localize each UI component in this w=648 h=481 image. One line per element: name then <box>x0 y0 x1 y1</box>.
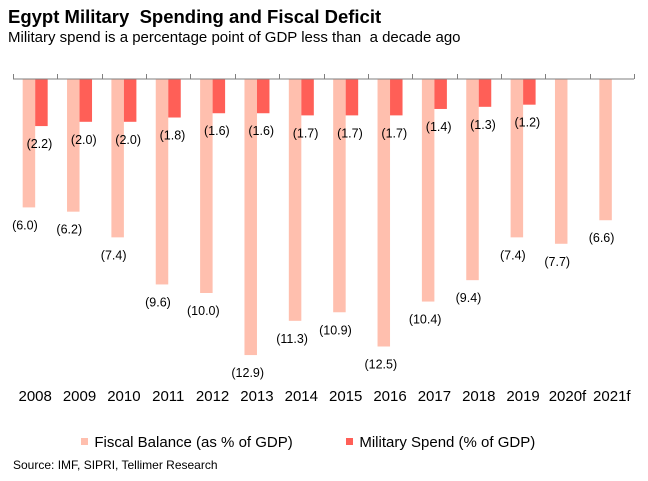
data-label-military-spend: (1.6) <box>248 124 274 138</box>
bar-fiscal-balance <box>22 79 36 208</box>
bar-fiscal-balance <box>599 79 612 221</box>
bar-fiscal-balance <box>421 79 435 302</box>
data-label-military-spend: (2.2) <box>27 137 53 151</box>
bar-fiscal-balance <box>510 79 524 238</box>
bar-fiscal-balance <box>111 79 124 238</box>
data-label-military-spend: (1.7) <box>337 126 363 140</box>
data-label-fiscal-balance: (6.2) <box>56 223 82 237</box>
data-label-military-spend: (1.8) <box>160 129 186 143</box>
x-tick-label: 2014 <box>285 388 318 405</box>
bar-military-spend <box>212 79 226 114</box>
bar-military-spend <box>478 79 492 107</box>
bar-military-spend <box>256 79 270 114</box>
data-label-fiscal-balance: (7.4) <box>500 248 526 262</box>
data-label-fiscal-balance: (6.6) <box>589 231 615 245</box>
data-label-fiscal-balance: (7.4) <box>101 248 127 262</box>
bar-fiscal-balance <box>155 79 169 285</box>
x-tick-label: 2016 <box>373 388 406 405</box>
bar-fiscal-balance <box>67 79 80 212</box>
bar-military-spend <box>123 79 137 122</box>
x-tick-label: 2018 <box>462 388 495 405</box>
data-label-fiscal-balance: (10.4) <box>409 313 442 327</box>
data-label-military-spend: (1.6) <box>204 124 230 138</box>
bar-fiscal-balance <box>377 79 391 347</box>
bar-military-spend <box>345 79 359 116</box>
data-label-fiscal-balance: (12.9) <box>231 366 264 380</box>
source-note: Source: IMF, SIPRI, Tellimer Research <box>13 458 218 472</box>
bar-military-spend <box>434 79 447 109</box>
x-tick-label: 2009 <box>63 388 96 405</box>
bar-fiscal-balance <box>244 79 257 356</box>
data-label-military-spend: (1.7) <box>293 126 319 140</box>
legend-label-military-spend: Military Spend (% of GDP) <box>359 434 536 451</box>
bar-military-spend <box>301 79 314 116</box>
bar-military-spend <box>523 79 536 105</box>
x-tick-label: 2012 <box>196 388 229 405</box>
legend-label-fiscal-balance: Fiscal Balance (as % of GDP) <box>94 434 293 451</box>
chart-title: Egypt Military Spending and Fiscal Defic… <box>8 6 382 27</box>
x-tick-label: 2010 <box>107 388 140 405</box>
legend-swatch-military-spend <box>346 438 354 445</box>
legend-item-fiscal-balance: Fiscal Balance (as % of GDP) <box>73 417 293 451</box>
x-tick-label: 2021f <box>593 388 631 405</box>
data-label-military-spend: (1.2) <box>515 116 541 130</box>
x-tick-label: 2017 <box>418 388 451 405</box>
bar-fiscal-balance <box>288 79 302 321</box>
bar-fiscal-balance <box>554 79 568 244</box>
x-tick-label: 2013 <box>240 388 273 405</box>
data-label-military-spend: (1.3) <box>470 118 496 132</box>
bar-fiscal-balance <box>466 79 479 281</box>
bar-fiscal-balance <box>333 79 346 313</box>
legend-swatch-fiscal-balance <box>81 438 89 445</box>
bar-military-spend <box>390 79 403 116</box>
data-label-military-spend: (2.0) <box>71 133 97 147</box>
chart-subtitle: Military spend is a percentage point of … <box>8 29 461 46</box>
data-label-fiscal-balance: (12.5) <box>364 358 397 372</box>
data-label-fiscal-balance: (11.3) <box>276 332 308 346</box>
data-label-military-spend: (1.7) <box>381 126 407 140</box>
x-tick-label: 2008 <box>18 388 51 405</box>
x-tick-label: 2019 <box>506 388 539 405</box>
data-label-military-spend: (2.0) <box>115 133 141 147</box>
legend-item-military-spend: Military Spend (% of GDP) <box>338 417 535 451</box>
data-label-fiscal-balance: (7.7) <box>544 255 570 269</box>
data-label-fiscal-balance: (9.4) <box>456 291 482 305</box>
data-label-fiscal-balance: (10.0) <box>187 304 220 318</box>
bar-military-spend <box>35 79 48 127</box>
data-label-fiscal-balance: (6.0) <box>12 218 38 232</box>
bar-military-spend <box>168 79 181 118</box>
x-tick-label: 2015 <box>329 388 362 405</box>
data-label-fiscal-balance: (10.9) <box>319 323 352 337</box>
bar-fiscal-balance <box>200 79 213 293</box>
data-label-military-spend: (1.4) <box>426 120 452 134</box>
bar-military-spend <box>79 79 93 122</box>
x-tick-label: 2011 <box>152 388 184 405</box>
data-label-fiscal-balance: (9.6) <box>145 295 171 309</box>
x-tick-label: 2020f <box>549 388 587 405</box>
